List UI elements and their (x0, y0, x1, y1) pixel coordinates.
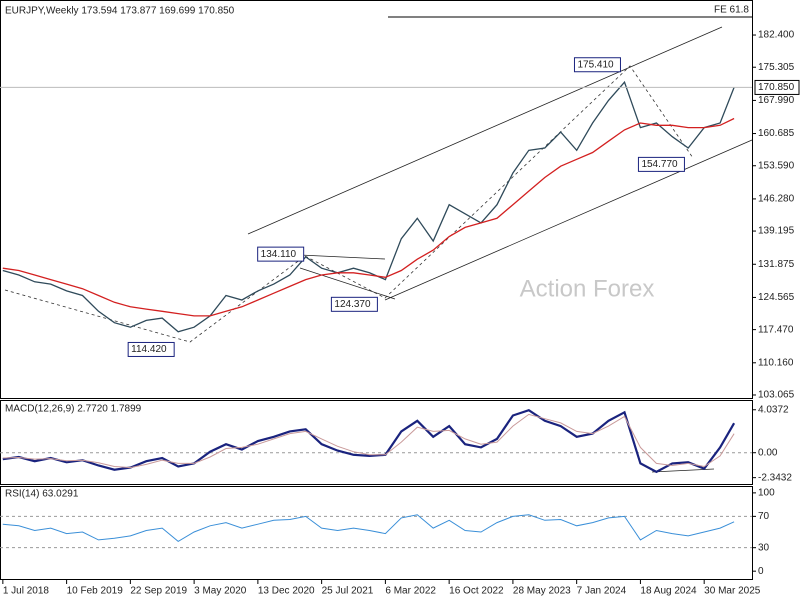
series-line (2, 408, 736, 474)
fe-label: FE 61.8 (714, 5, 749, 16)
triangle-upper (299, 254, 386, 260)
y-tick-label: 100 (758, 488, 775, 499)
macd-title: MACD(12,26,9) 2.7720 1.7899 (5, 404, 142, 415)
macd-frame (0, 400, 753, 485)
y-tick-label: -2.3432 (758, 472, 792, 483)
x-tick-label: 1 Jul 2018 (3, 586, 50, 597)
series-line (2, 514, 735, 543)
triangle-lower (299, 267, 396, 300)
y-tick-label: 139.195 (758, 226, 795, 237)
channel-lower (384, 139, 753, 301)
rsi-title: RSI(14) 63.0291 (5, 489, 79, 500)
x-tick-label: 28 May 2023 (513, 586, 571, 597)
series-line (2, 413, 735, 469)
x-tick-label: 10 Feb 2019 (67, 586, 124, 597)
trendlines (247, 26, 753, 473)
y-tick-label: 70 (758, 511, 770, 522)
x-tick-label: 22 Sep 2019 (130, 586, 187, 597)
y-tick-label: 0.00 (758, 447, 778, 458)
y-tick-label: 0 (758, 566, 764, 577)
annotation-box (637, 156, 685, 172)
annotation-label: 175.410 (577, 59, 614, 70)
annotation-label: 124.370 (334, 299, 371, 310)
frames (0, 0, 753, 580)
last-price-box (754, 79, 800, 95)
y-tick-label: 110.160 (758, 357, 794, 368)
x-tick-label: 6 Mar 2022 (385, 586, 436, 597)
annotation-box (127, 341, 175, 357)
zigzag-line (4, 65, 694, 343)
last-price-label: 170.850 (758, 82, 795, 93)
y-tick-label: 117.470 (758, 324, 794, 335)
annotation-label: 134.110 (261, 249, 297, 260)
price-title: EURJPY,Weekly 173.594 173.877 169.699 17… (5, 6, 235, 17)
watermark: Action Forex (520, 275, 655, 302)
x-tick-label: 30 Mar 2025 (704, 586, 761, 597)
annotation-label: 154.770 (641, 159, 678, 170)
y-tick-label: 4.0372 (758, 404, 789, 415)
rsi-frame (0, 486, 753, 580)
annotation-label: 114.420 (131, 344, 167, 355)
channel-upper (247, 26, 723, 235)
series-line (2, 117, 735, 317)
y-tick-label: 160.685 (758, 128, 795, 139)
x-tick-label: 13 Dec 2020 (258, 586, 315, 597)
y-tick-label: 30 (758, 542, 770, 553)
y-tick-label: 182.400 (758, 30, 795, 41)
y-tick-label: 146.280 (758, 194, 795, 205)
series-line (2, 80, 735, 333)
x-tick-label: 7 Jan 2024 (577, 586, 627, 597)
annotation-box (330, 296, 378, 312)
price-frame (0, 0, 753, 399)
x-tick-label: 18 Aug 2024 (640, 586, 697, 597)
zigzag (4, 65, 694, 343)
annotation-box (573, 57, 621, 73)
y-tick-label: 167.990 (758, 95, 795, 106)
x-tick-label: 16 Oct 2022 (449, 586, 504, 597)
y-tick-label: 103.065 (758, 390, 795, 401)
x-tick-label: 25 Jul 2021 (322, 586, 374, 597)
y-tick-label: 175.305 (758, 62, 795, 73)
x-tick-label: 3 May 2020 (194, 586, 247, 597)
y-tick-label: 124.565 (758, 292, 795, 303)
y-tick-label: 131.875 (758, 259, 795, 270)
annotation-box (257, 246, 305, 262)
y-tick-label: 153.590 (758, 160, 795, 171)
